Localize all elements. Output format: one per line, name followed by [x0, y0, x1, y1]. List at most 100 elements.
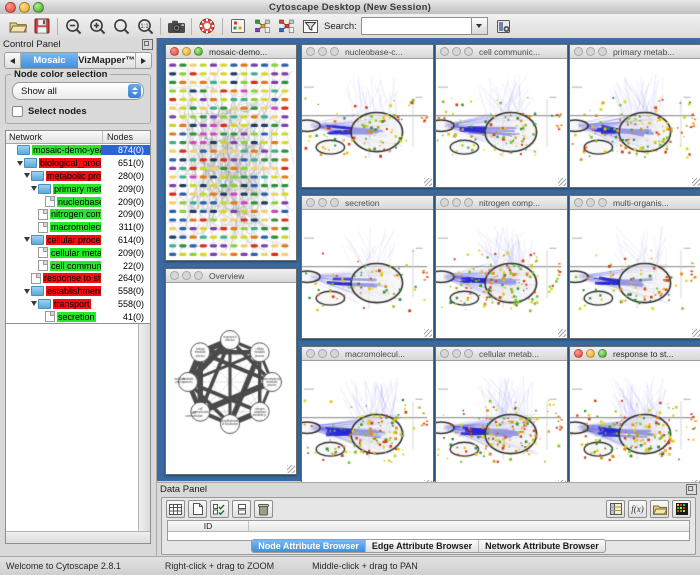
- twisty-open-icon[interactable]: [15, 160, 24, 166]
- select-nodes-checkbox-row[interactable]: Select nodes: [12, 106, 144, 117]
- network-window-panel[interactable]: secretion: [301, 195, 434, 339]
- tab-mosaic[interactable]: Mosaic: [21, 53, 78, 68]
- resize-grip-icon[interactable]: [287, 465, 295, 473]
- maximize-icon[interactable]: [598, 198, 607, 207]
- function-builder-icon[interactable]: f(x): [628, 500, 647, 518]
- tree-horizontal-scrollbar[interactable]: [6, 531, 150, 543]
- maximize-icon[interactable]: [330, 198, 339, 207]
- new-attribute-icon[interactable]: [188, 500, 207, 518]
- tree-row[interactable]: transport 558(0): [6, 298, 150, 311]
- maximize-button[interactable]: [33, 1, 44, 13]
- network-panel-canvas[interactable]: [436, 361, 567, 489]
- network-panel-canvas[interactable]: [570, 361, 700, 489]
- close-button[interactable]: [5, 1, 16, 13]
- network-panel-canvas[interactable]: [570, 59, 700, 187]
- table-import-icon[interactable]: [606, 500, 625, 518]
- resize-grip-icon[interactable]: [424, 178, 432, 186]
- network-panel-canvas[interactable]: [436, 210, 567, 338]
- node-color-select[interactable]: Show all: [12, 82, 144, 100]
- tab-vizmapper[interactable]: VizMapper™: [78, 55, 135, 66]
- resize-grip-icon[interactable]: [558, 178, 566, 186]
- tab-network-attribute-browser[interactable]: Network Attribute Browser: [485, 541, 599, 551]
- prev-tab-arrow-icon[interactable]: [5, 53, 21, 68]
- heatmap-icon[interactable]: [672, 500, 691, 518]
- close-icon[interactable]: [170, 271, 179, 280]
- next-tab-arrow-icon[interactable]: [135, 53, 151, 68]
- tree-row[interactable]: response to stimulu 264(0): [6, 272, 150, 285]
- zoom-in-icon[interactable]: [86, 16, 108, 37]
- twisty-open-icon[interactable]: [29, 186, 38, 192]
- minimize-icon[interactable]: [318, 198, 327, 207]
- maximize-icon[interactable]: [194, 271, 203, 280]
- tree-row[interactable]: nucleobase- 209(0): [6, 195, 150, 208]
- network-panel-canvas[interactable]: [302, 59, 433, 187]
- close-icon[interactable]: [170, 47, 179, 56]
- close-icon[interactable]: [440, 198, 449, 207]
- maximize-icon[interactable]: [330, 47, 339, 56]
- float-panel-icon[interactable]: [142, 39, 153, 50]
- network-window-panel[interactable]: nucleobase-c...: [301, 44, 434, 188]
- network-panel-canvas[interactable]: [570, 210, 700, 338]
- screenshot-icon[interactable]: [165, 16, 187, 37]
- minimize-button[interactable]: [19, 1, 30, 13]
- twisty-open-icon[interactable]: [22, 288, 31, 294]
- zoom-out-icon[interactable]: [62, 16, 84, 37]
- maximize-icon[interactable]: [464, 47, 473, 56]
- network-window-panel[interactable]: primary metab...: [569, 44, 700, 188]
- network-window-panel[interactable]: response to st...: [569, 346, 700, 490]
- chevron-down-icon[interactable]: [471, 17, 488, 35]
- tree-row[interactable]: mosaic-demo-yeast874(0): [6, 144, 150, 157]
- maximize-icon[interactable]: [330, 349, 339, 358]
- save-icon[interactable]: [31, 16, 53, 37]
- minimize-icon[interactable]: [318, 349, 327, 358]
- minimize-icon[interactable]: [452, 47, 461, 56]
- resize-grip-icon[interactable]: [692, 329, 700, 337]
- open-icon[interactable]: [7, 16, 29, 37]
- network-panel-canvas[interactable]: [302, 210, 433, 338]
- tree-row[interactable]: biological_process 651(0): [6, 157, 150, 170]
- show-attribute-browser-icon[interactable]: [227, 16, 249, 37]
- minimize-icon[interactable]: [318, 47, 327, 56]
- network-window-panel[interactable]: cell communic...: [435, 44, 568, 188]
- network-panel-canvas[interactable]: [436, 59, 567, 187]
- maximize-icon[interactable]: [598, 349, 607, 358]
- network-window-panel[interactable]: multi-organis...: [569, 195, 700, 339]
- first-neighbors-icon[interactable]: [251, 16, 273, 37]
- select-attributes-icon[interactable]: [210, 500, 229, 518]
- select-nodes-icon[interactable]: [275, 16, 297, 37]
- tree-row[interactable]: metabolic process 280(0): [6, 170, 150, 183]
- network-window-panel[interactable]: nitrogen comp...: [435, 195, 568, 339]
- maximize-icon[interactable]: [194, 47, 203, 56]
- select-nodes-checkbox[interactable]: [12, 106, 23, 117]
- resize-grip-icon[interactable]: [692, 178, 700, 186]
- network-window-mosaic-demo[interactable]: mosaic-demo...: [165, 44, 297, 261]
- minimize-icon[interactable]: [452, 349, 461, 358]
- tree-row[interactable]: primary metabo 209(0): [6, 182, 150, 195]
- network-tree[interactable]: Network Nodes mosaic-demo-yeast874(0)bio…: [5, 130, 151, 354]
- tree-row[interactable]: secretion 41(0): [6, 310, 150, 323]
- float-panel-icon[interactable]: [686, 484, 697, 495]
- network-window-panel[interactable]: macromolecul...: [301, 346, 434, 490]
- close-icon[interactable]: [574, 349, 583, 358]
- close-icon[interactable]: [306, 47, 315, 56]
- minimize-icon[interactable]: [586, 47, 595, 56]
- network-window-overview[interactable]: Overview: [165, 268, 297, 475]
- list-attributes-icon[interactable]: [232, 500, 251, 518]
- open-table-icon[interactable]: [650, 500, 669, 518]
- mosaic-network-canvas[interactable]: [166, 59, 296, 260]
- close-icon[interactable]: [574, 47, 583, 56]
- tree-row[interactable]: establishment of lo 558(0): [6, 285, 150, 298]
- tree-row[interactable]: macromolecule 311(0): [6, 221, 150, 234]
- attribute-table[interactable]: ID: [167, 520, 690, 541]
- minimize-icon[interactable]: [452, 198, 461, 207]
- twisty-open-icon[interactable]: [22, 173, 31, 179]
- close-icon[interactable]: [574, 198, 583, 207]
- minimize-icon[interactable]: [182, 47, 191, 56]
- close-icon[interactable]: [306, 349, 315, 358]
- resize-grip-icon[interactable]: [558, 329, 566, 337]
- zoom-fit-icon[interactable]: 1:1: [134, 16, 156, 37]
- filter-icon[interactable]: [299, 16, 321, 37]
- select-all-icon[interactable]: [166, 500, 185, 518]
- tab-node-attribute-browser[interactable]: Node Attribute Browser: [252, 540, 366, 552]
- search-input[interactable]: [360, 17, 472, 35]
